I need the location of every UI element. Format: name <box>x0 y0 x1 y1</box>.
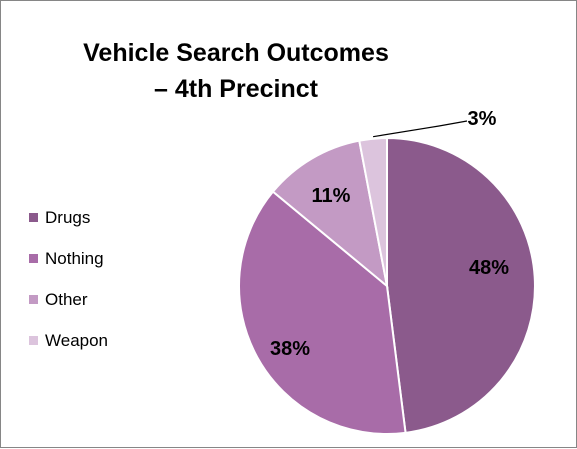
data-label-other: 11% <box>312 185 351 207</box>
pie-slice-drugs <box>386 136 536 434</box>
chart-title: Vehicle Search Outcomes – 4th Precinct <box>71 35 401 107</box>
pie-slice-nothing <box>238 190 407 435</box>
legend-label-drugs: Drugs <box>45 208 91 227</box>
data-label-drugs: 48% <box>469 257 509 279</box>
legend-swatch-other <box>29 295 38 304</box>
leader-line-weapon <box>373 120 468 138</box>
pie-slice-weapon <box>358 136 388 287</box>
legend-label-nothing: Nothing <box>45 249 104 268</box>
data-label-weapon: 3% <box>468 108 497 130</box>
data-label-nothing: 38% <box>270 338 310 360</box>
legend-swatch-nothing <box>29 254 38 263</box>
legend-label-other: Other <box>45 290 88 309</box>
pie-slice-other <box>271 139 389 289</box>
chart-title-line-2: – 4th Precinct <box>154 75 318 103</box>
legend-swatch-drugs <box>29 213 38 222</box>
legend-swatch-weapon <box>29 336 38 345</box>
legend-label-weapon: Weapon <box>45 331 109 350</box>
chart-title-line-1: Vehicle Search Outcomes <box>83 39 389 67</box>
